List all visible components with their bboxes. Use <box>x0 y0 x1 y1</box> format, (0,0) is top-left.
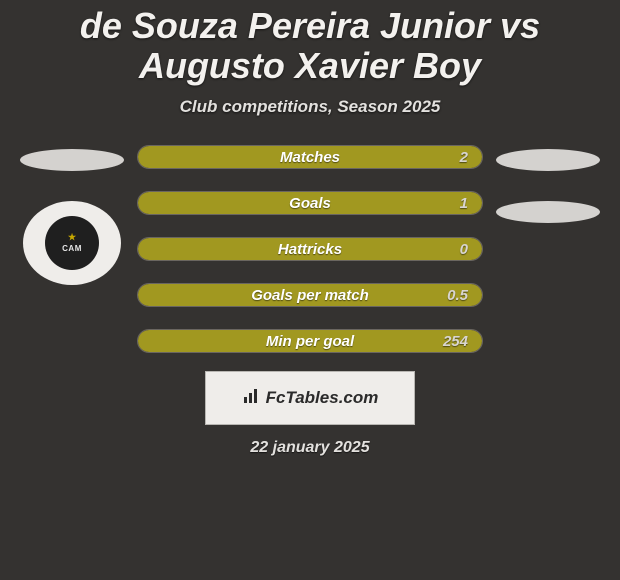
stat-value: 0.5 <box>447 287 468 304</box>
stat-label: Goals per match <box>251 287 369 304</box>
chart-icon <box>242 387 260 410</box>
stat-row-matches: Matches 2 <box>137 145 483 169</box>
star-icon: ★ <box>68 233 76 242</box>
club-crest-left: ★ CAM <box>23 201 121 285</box>
date-text: 22 january 2025 <box>0 439 620 457</box>
right-column <box>493 145 603 353</box>
stat-value: 0 <box>460 241 468 258</box>
stat-value: 2 <box>460 149 468 166</box>
player-right-placeholder <box>496 149 600 171</box>
club-right-placeholder <box>496 201 600 223</box>
brand-text: FcTables.com <box>266 388 379 408</box>
stat-row-hattricks: Hattricks 0 <box>137 237 483 261</box>
stat-row-goals: Goals 1 <box>137 191 483 215</box>
stat-row-min-per-goal: Min per goal 254 <box>137 329 483 353</box>
stat-label: Min per goal <box>266 333 354 350</box>
left-column: ★ CAM <box>17 145 127 353</box>
main-row: ★ CAM Matches 2 Goals 1 Hattricks 0 <box>0 145 620 353</box>
comparison-card: de Souza Pereira Junior vs Augusto Xavie… <box>0 0 620 580</box>
brand-box[interactable]: FcTables.com <box>205 371 415 425</box>
stat-value: 254 <box>443 333 468 350</box>
page-title: de Souza Pereira Junior vs Augusto Xavie… <box>0 6 620 85</box>
stat-value: 1 <box>460 195 468 212</box>
stat-row-goals-per-match: Goals per match 0.5 <box>137 283 483 307</box>
crest-inner: ★ CAM <box>45 216 99 270</box>
stat-label: Hattricks <box>278 241 342 258</box>
subtitle: Club competitions, Season 2025 <box>0 97 620 117</box>
stats-column: Matches 2 Goals 1 Hattricks 0 Goals per … <box>137 145 483 353</box>
stat-label: Goals <box>289 195 331 212</box>
player-left-placeholder <box>20 149 124 171</box>
crest-text: CAM <box>62 244 82 253</box>
stat-label: Matches <box>280 149 340 166</box>
